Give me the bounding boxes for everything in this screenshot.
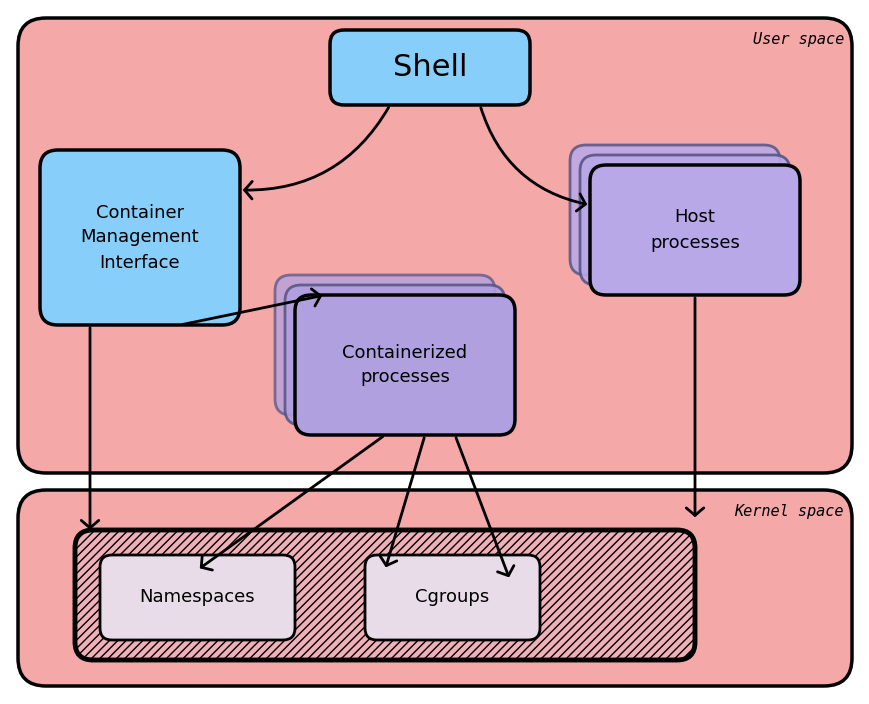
Text: Kernel space: Kernel space [733,504,843,519]
FancyBboxPatch shape [75,530,694,660]
Text: Namespaces: Namespaces [140,589,255,607]
FancyBboxPatch shape [589,165,799,295]
FancyBboxPatch shape [40,150,240,325]
FancyBboxPatch shape [329,30,529,105]
FancyBboxPatch shape [275,275,494,415]
Text: Cgroups: Cgroups [415,589,489,607]
FancyBboxPatch shape [580,155,789,285]
FancyBboxPatch shape [569,145,779,275]
FancyBboxPatch shape [18,490,851,686]
Text: Container
Management
Interface: Container Management Interface [81,203,199,272]
FancyBboxPatch shape [295,295,514,435]
FancyBboxPatch shape [285,285,504,425]
Text: Shell: Shell [392,53,467,82]
Text: User space: User space [752,32,843,47]
Text: Containerized
processes: Containerized processes [342,344,467,386]
Text: Host
processes: Host processes [649,208,740,251]
FancyBboxPatch shape [365,555,540,640]
FancyBboxPatch shape [100,555,295,640]
FancyBboxPatch shape [18,18,851,473]
